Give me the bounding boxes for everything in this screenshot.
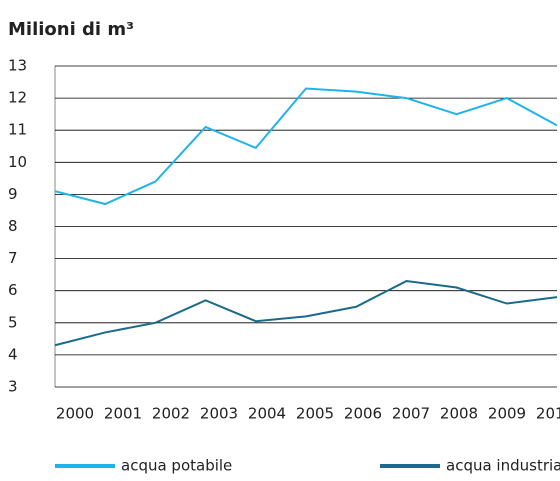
x-tick-label: 2010: [536, 405, 560, 423]
legend-label: acqua industriale: [446, 457, 560, 475]
x-tick-label: 2005: [296, 405, 334, 423]
x-tick-label: 2003: [200, 405, 238, 423]
x-tick-label: 2001: [104, 405, 142, 423]
y-tick-label: 9: [8, 185, 18, 203]
x-tick-label: 2004: [248, 405, 286, 423]
y-tick-label: 8: [8, 217, 18, 235]
y-tick-label: 11: [8, 121, 27, 139]
x-tick-label: 2006: [344, 405, 382, 423]
y-tick-label: 7: [8, 249, 18, 267]
y-tick-label: 6: [8, 281, 18, 299]
x-tick-label: 2009: [488, 405, 526, 423]
y-tick-label: 12: [8, 89, 27, 107]
y-tick-label: 5: [8, 313, 18, 331]
x-tick-label: 2007: [392, 405, 430, 423]
legend-label: acqua potabile: [121, 457, 232, 475]
y-tick-label: 4: [8, 345, 18, 363]
y-tick-label: 3: [8, 378, 18, 396]
y-tick-label: 10: [8, 153, 27, 171]
chart-title: Milioni di m³: [8, 19, 134, 40]
series-line: [54, 87, 558, 206]
series-line: [54, 280, 558, 347]
x-tick-label: 2008: [440, 405, 478, 423]
y-tick-label: 13: [8, 57, 27, 75]
x-tick-label: 2000: [56, 405, 94, 423]
x-tick-label: 2002: [152, 405, 190, 423]
